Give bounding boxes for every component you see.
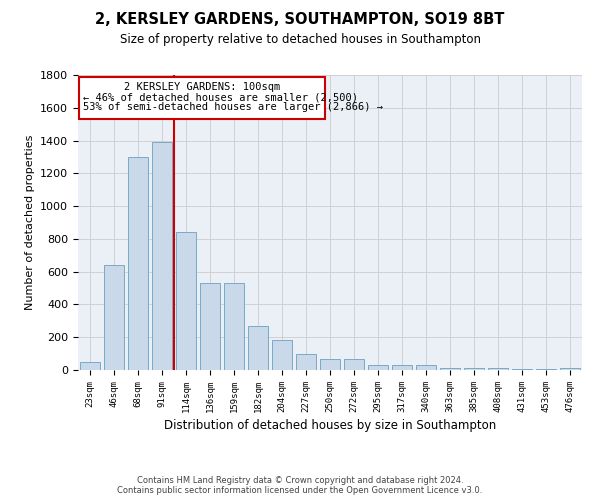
Text: 2 KERSLEY GARDENS: 100sqm: 2 KERSLEY GARDENS: 100sqm bbox=[124, 82, 280, 92]
Bar bbox=[128, 157, 148, 370]
Y-axis label: Number of detached properties: Number of detached properties bbox=[25, 135, 35, 310]
Bar bbox=[272, 340, 292, 370]
X-axis label: Distribution of detached houses by size in Southampton: Distribution of detached houses by size … bbox=[164, 419, 496, 432]
Text: ← 46% of detached houses are smaller (2,500): ← 46% of detached houses are smaller (2,… bbox=[83, 92, 358, 102]
Bar bbox=[296, 354, 316, 370]
Bar bbox=[488, 368, 508, 370]
Text: 2, KERSLEY GARDENS, SOUTHAMPTON, SO19 8BT: 2, KERSLEY GARDENS, SOUTHAMPTON, SO19 8B… bbox=[95, 12, 505, 28]
Bar bbox=[224, 283, 244, 370]
Bar bbox=[200, 283, 220, 370]
Bar bbox=[440, 368, 460, 370]
Text: Size of property relative to detached houses in Southampton: Size of property relative to detached ho… bbox=[119, 32, 481, 46]
Bar bbox=[536, 369, 556, 370]
Text: Contains HM Land Registry data © Crown copyright and database right 2024.: Contains HM Land Registry data © Crown c… bbox=[137, 476, 463, 485]
Bar bbox=[512, 369, 532, 370]
Bar bbox=[80, 362, 100, 370]
Bar bbox=[464, 368, 484, 370]
Bar bbox=[560, 368, 580, 370]
Bar bbox=[152, 142, 172, 370]
Bar bbox=[104, 265, 124, 370]
Bar bbox=[344, 360, 364, 370]
Bar bbox=[392, 365, 412, 370]
Text: Contains public sector information licensed under the Open Government Licence v3: Contains public sector information licen… bbox=[118, 486, 482, 495]
FancyBboxPatch shape bbox=[79, 76, 325, 119]
Text: 53% of semi-detached houses are larger (2,866) →: 53% of semi-detached houses are larger (… bbox=[83, 102, 383, 112]
Bar bbox=[248, 326, 268, 370]
Bar bbox=[368, 365, 388, 370]
Bar bbox=[176, 232, 196, 370]
Bar bbox=[416, 365, 436, 370]
Bar bbox=[320, 360, 340, 370]
